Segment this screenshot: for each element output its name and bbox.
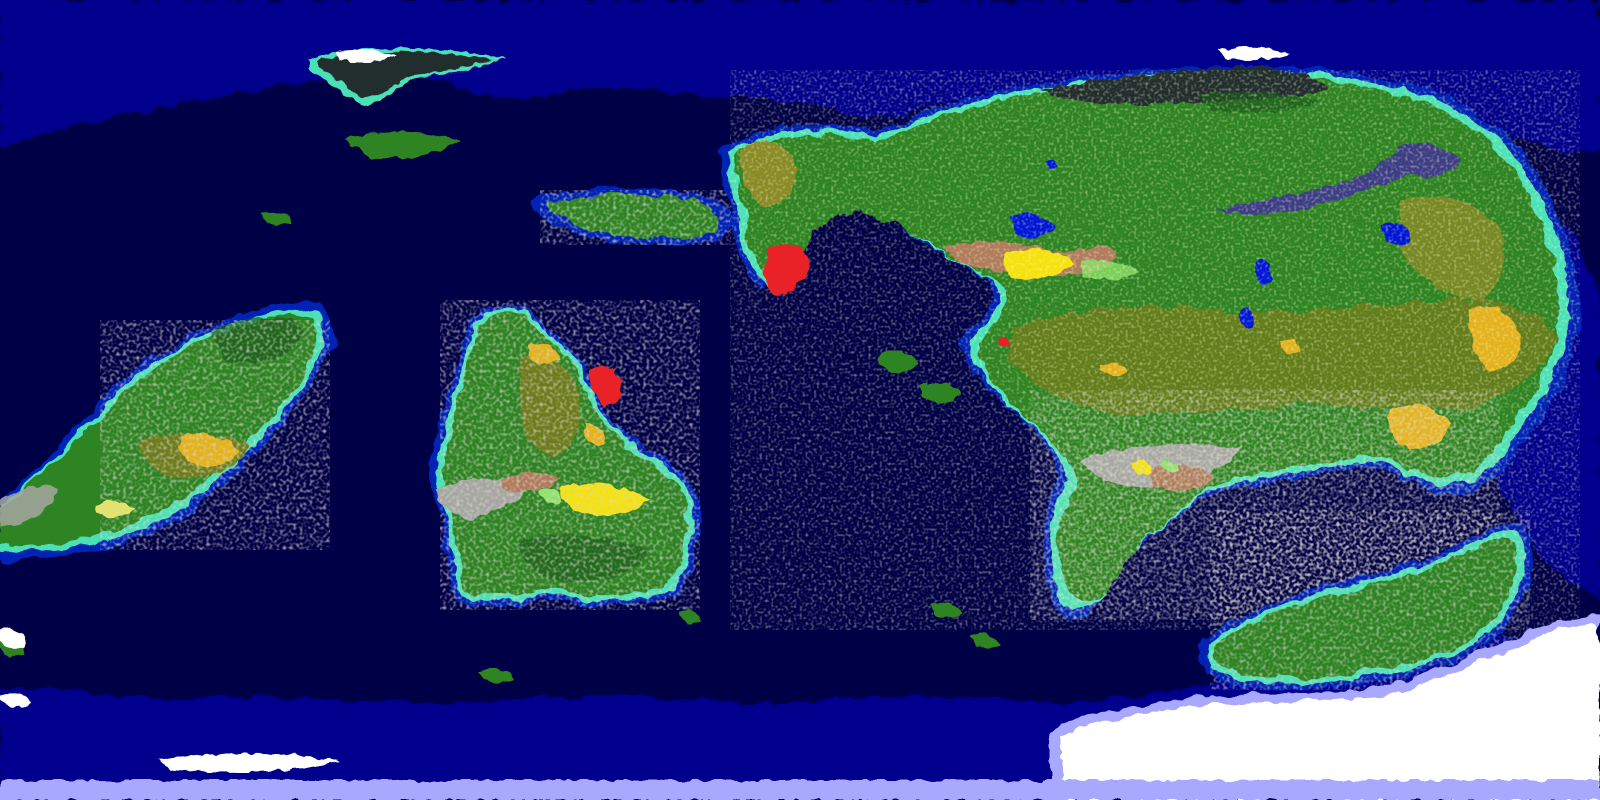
eastern-supercontinent: [720, 46, 1580, 630]
central-continent: [430, 300, 701, 610]
south-polar-icecap: [0, 615, 1600, 800]
north-island-arc: [530, 188, 734, 246]
north-polar-island: [310, 48, 505, 159]
west-continent: [0, 300, 334, 560]
